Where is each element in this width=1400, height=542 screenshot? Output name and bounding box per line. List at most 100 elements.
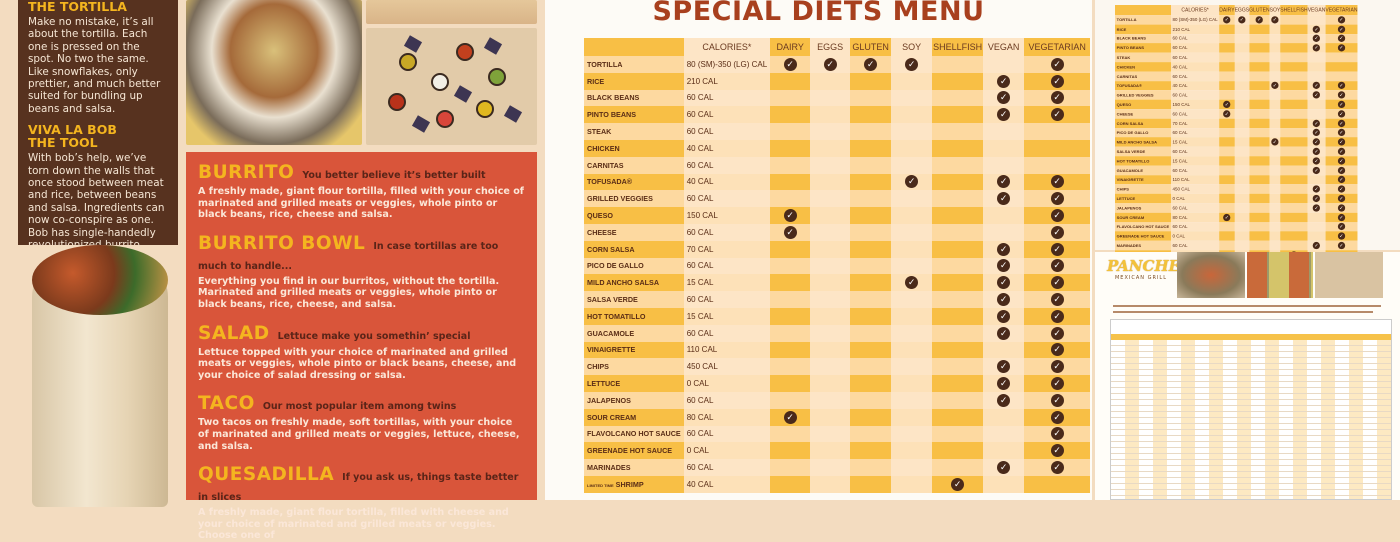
- diet-cell: [810, 375, 851, 392]
- check-circle-icon: ✓: [1223, 16, 1231, 24]
- diet-cell: [1249, 43, 1270, 53]
- table-row: HOT TOMATILLO 15 CAL ✓ ✓: [1115, 156, 1358, 166]
- diet-cell: [1249, 222, 1270, 232]
- check-circle-icon: ✓: [1050, 410, 1064, 424]
- check-circle-icon: ✓: [1312, 138, 1321, 146]
- check-circle-icon: ✓: [997, 326, 1011, 340]
- diet-cell: [810, 324, 851, 342]
- row-calories: 60 CAL: [683, 324, 771, 342]
- diet-cell: ✓: [1325, 240, 1358, 251]
- row-calories: 80 (SM)-350 (LG) CAL: [683, 56, 771, 73]
- diet-cell: [983, 123, 1025, 140]
- diet-cell: [983, 442, 1025, 460]
- check-circle-icon: ✓: [1312, 129, 1321, 137]
- diet-cell: [770, 257, 811, 275]
- table-row: VINAIGRETTE 110 CAL ✓: [1115, 174, 1358, 185]
- row-calories: 60 CAL: [1170, 165, 1220, 175]
- row-name: CHICKEN: [584, 139, 684, 157]
- column-header: GLUTEN: [850, 38, 892, 56]
- diet-cell: ✓: [810, 56, 851, 73]
- check-circle-icon: ✓: [997, 360, 1011, 374]
- diet-cell: [1325, 62, 1358, 72]
- column-header: VEGAN: [983, 38, 1025, 56]
- diet-cell: [850, 156, 892, 174]
- diet-cell: [850, 442, 892, 460]
- diet-cell: [932, 375, 984, 392]
- diet-cell: [1269, 33, 1281, 44]
- diet-cell: [810, 291, 851, 308]
- diet-cell: [891, 123, 933, 140]
- diet-cell: ✓: [1024, 89, 1091, 107]
- row-name: PINTO BEANS: [584, 106, 684, 124]
- diet-cell: [770, 190, 811, 208]
- diet-cell: [1307, 231, 1326, 241]
- check-circle-icon: ✓: [1238, 16, 1246, 24]
- diet-cell: [1024, 123, 1091, 140]
- diet-cell: [810, 89, 851, 107]
- diet-cell: ✓: [1024, 408, 1091, 426]
- diet-cell: ✓: [1024, 190, 1091, 208]
- check-circle-icon: ✓: [1312, 147, 1321, 156]
- row-calories: 40 CAL: [683, 475, 771, 493]
- diet-cell: [1269, 109, 1281, 119]
- diet-cell: [932, 442, 984, 460]
- diet-cell: [850, 408, 892, 426]
- diet-cell: [1269, 156, 1281, 166]
- check-circle-icon: ✓: [1337, 241, 1346, 250]
- diet-cell: [1307, 212, 1326, 223]
- check-circle-icon: ✓: [783, 410, 797, 424]
- diet-cell: [1307, 109, 1326, 119]
- row-calories: 210 CAL: [1170, 24, 1220, 34]
- diet-cell: ✓: [983, 307, 1025, 325]
- check-circle-icon: ✓: [905, 276, 919, 290]
- diet-cell: [891, 425, 933, 443]
- diet-cell: [932, 223, 984, 241]
- diet-cell: [1269, 43, 1281, 53]
- menu-item: SALAD Lettuce make you somethin’ special L…: [198, 323, 525, 382]
- diet-cell: [1249, 80, 1270, 91]
- check-circle-icon: ✓: [1312, 25, 1321, 33]
- diet-cell: [770, 391, 811, 409]
- diet-cell: [1307, 62, 1326, 72]
- check-circle-icon: ✓: [1312, 91, 1321, 99]
- menu-item-tagline: Our most popular item among twins: [262, 401, 457, 413]
- diet-cell: [1269, 146, 1281, 157]
- diet-cell: ✓: [1325, 80, 1358, 91]
- menu-item-tagline: If you ask us, things taste better in sl…: [198, 472, 519, 504]
- diet-menu-thumbnail: CALORIES* DAIRY EGGS GLUTEN SOY SHELLFISH VEGA…: [1095, 0, 1400, 260]
- diet-cell: [1280, 15, 1308, 25]
- table-row: CHICKEN 40 CAL: [1115, 62, 1358, 72]
- diet-cell: ✓: [983, 72, 1025, 90]
- diet-cell: ✓: [1325, 212, 1358, 223]
- diet-cell: ✓: [891, 274, 933, 292]
- table-row: JALAPENOS 60 CAL ✓ ✓: [1115, 203, 1358, 213]
- table-row: GRILLED VEGGIES 60 CAL ✓ ✓: [584, 190, 1091, 208]
- diet-cell: [1024, 139, 1091, 157]
- diet-cell: ✓: [983, 291, 1025, 308]
- check-circle-icon: ✓: [1050, 225, 1064, 239]
- check-circle-icon: ✓: [1271, 16, 1279, 24]
- diet-cell: [932, 173, 984, 191]
- column-header: VEGETARIAN: [1325, 5, 1358, 16]
- table-row: SOUR CREAM 80 CAL ✓ ✓: [1115, 212, 1358, 223]
- diet-cell: [1307, 99, 1326, 110]
- diet-cell: ✓: [1325, 174, 1358, 185]
- diet-cell: [932, 240, 984, 258]
- diet-cell: [1234, 212, 1250, 223]
- diet-cell: [1234, 146, 1250, 157]
- diet-cell: ✓: [1024, 442, 1091, 460]
- diet-cell: [850, 274, 892, 292]
- row-calories: 60 CAL: [683, 459, 771, 476]
- diet-cell: ✓: [983, 257, 1025, 275]
- row-name: SALSA VERDE: [584, 291, 684, 308]
- diet-cell: [891, 375, 933, 392]
- check-circle-icon: ✓: [1337, 25, 1346, 33]
- table-row: SALSA VERDE 60 CAL ✓ ✓: [584, 291, 1091, 308]
- row-calories: 0 CAL: [683, 375, 771, 392]
- check-circle-icon: ✓: [1312, 204, 1321, 212]
- diet-cell: ✓: [1307, 127, 1326, 138]
- table-row: SOUR CREAM 80 CAL ✓ ✓: [584, 408, 1091, 426]
- diet-cell: ✓: [1307, 118, 1326, 128]
- diet-cell: ✓: [1325, 127, 1358, 138]
- diet-cell: [1234, 174, 1250, 185]
